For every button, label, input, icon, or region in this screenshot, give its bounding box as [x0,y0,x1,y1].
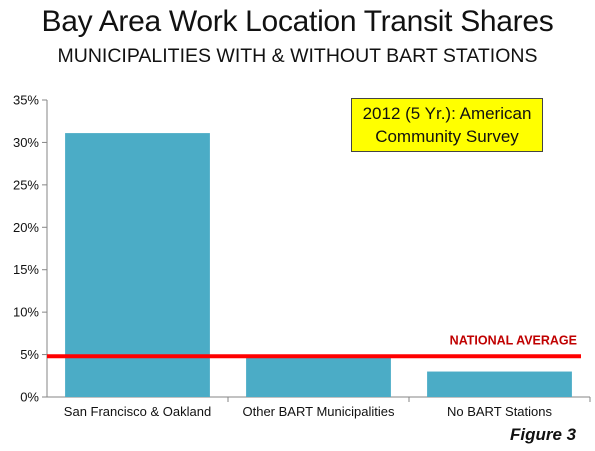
bar-0 [65,133,210,397]
figure-label: Figure 3 [510,425,577,444]
y-tick-label: 25% [13,177,39,192]
y-tick-label: 15% [13,262,39,277]
y-tick-label: 10% [13,305,39,320]
chart-title: Bay Area Work Location Transit Shares [41,5,554,38]
national-average-label: NATIONAL AVERAGE [450,333,577,347]
bar-1 [246,354,391,397]
bar-2 [427,371,572,397]
x-tick-label: Other BART Municipalities [243,404,395,419]
y-tick-label: 20% [13,220,39,235]
x-tick-label: San Francisco & Oakland [64,404,211,419]
data-source-annotation: 2012 (5 Yr.): American Community Survey [351,98,543,152]
y-tick-label: 0% [20,390,39,405]
x-tick-label: No BART Stations [447,404,553,419]
y-tick-label: 5% [20,347,39,362]
chart-subtitle: MUNICIPALITIES WITH & WITHOUT BART STATI… [57,45,538,67]
annotation-line-2: Community Survey [375,127,519,146]
annotation-line-1: 2012 (5 Yr.): American [362,104,532,123]
y-tick-label: 30% [13,135,39,150]
y-tick-label: 35% [13,93,39,108]
